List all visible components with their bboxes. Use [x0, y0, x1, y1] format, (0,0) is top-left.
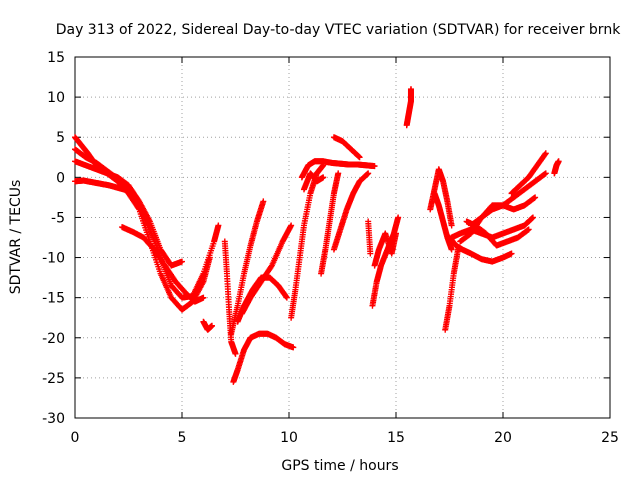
- x-tick-label: 15: [387, 430, 405, 446]
- data-point: [407, 86, 414, 93]
- data-point: [448, 246, 455, 253]
- data-point: [320, 174, 327, 181]
- data-point: [356, 154, 363, 161]
- y-tick-label: -30: [42, 411, 65, 427]
- series-arc-29: [508, 150, 549, 197]
- plot-frame: [74, 56, 611, 419]
- data-point: [508, 250, 515, 257]
- axis-ticks: 0 5 10 15 20 25 -30 -25 -20 -15 -10 -5 0 5 10 15: [42, 50, 619, 446]
- y-axis-label: SDTVAR / TECUs: [8, 180, 24, 295]
- x-tick-label: 25: [601, 430, 619, 446]
- series-arc-16: [330, 134, 363, 161]
- data-point: [448, 222, 455, 229]
- series-arc-8: [230, 330, 297, 385]
- data-point: [365, 170, 372, 177]
- data-point: [367, 250, 374, 257]
- data-point: [260, 198, 267, 205]
- data-point: [288, 222, 295, 229]
- y-tick-label: -10: [42, 251, 65, 267]
- data-point: [208, 322, 215, 329]
- data-point: [232, 350, 239, 357]
- data-point: [179, 258, 185, 265]
- series-arc-19: [371, 230, 399, 269]
- series-arc-18: [369, 214, 402, 309]
- y-tick-label: -15: [42, 291, 65, 307]
- series-arc-14: [318, 170, 342, 277]
- x-tick-label: 5: [178, 430, 187, 446]
- y-tick-label: 15: [47, 50, 65, 66]
- chart-title: Day 313 of 2022, Sidereal Day-to-day VTE…: [56, 22, 621, 38]
- series-arc-13: [298, 158, 378, 181]
- data-point: [393, 230, 399, 237]
- y-tick-label: 10: [47, 90, 65, 106]
- series-arc-12: [288, 162, 327, 321]
- x-tick-label: 0: [71, 430, 80, 446]
- data-point: [542, 170, 549, 177]
- data-point: [371, 163, 378, 170]
- data-point: [283, 294, 290, 301]
- series-arc-3: [72, 158, 185, 269]
- data-point: [532, 194, 539, 201]
- series-arc-30: [551, 158, 562, 177]
- series-arc-20: [365, 218, 374, 257]
- y-tick-label: -25: [42, 371, 65, 387]
- data-point: [525, 226, 532, 233]
- x-axis-label: GPS time / hours: [281, 458, 398, 474]
- series-arc-11: [238, 222, 295, 317]
- series-arc-28: [463, 218, 532, 249]
- data-point: [123, 187, 130, 194]
- series-arc-15: [330, 170, 372, 253]
- series-arc-6: [200, 318, 215, 333]
- series-arc-31: [431, 190, 455, 253]
- data-point: [542, 150, 549, 157]
- x-tick-label: 20: [494, 430, 512, 446]
- y-tick-label: 0: [56, 170, 65, 186]
- data-point: [529, 214, 536, 221]
- data-point: [200, 294, 207, 301]
- series-arc-17: [300, 170, 327, 193]
- data-point: [395, 214, 402, 221]
- data-point: [215, 222, 222, 229]
- series-arc-4: [72, 177, 130, 194]
- series-arc-21: [403, 86, 414, 129]
- y-tick-label: -20: [42, 331, 65, 347]
- data-point: [335, 170, 342, 177]
- x-tick-label: 10: [280, 430, 298, 446]
- series-arc-23: [442, 246, 462, 333]
- data-points: [72, 86, 562, 385]
- series-arc-7: [221, 238, 239, 357]
- data-point: [290, 344, 297, 351]
- data-point: [555, 158, 562, 165]
- y-tick-label: -5: [51, 210, 65, 226]
- series-arc-5: [119, 224, 207, 305]
- y-tick-label: 5: [56, 130, 65, 146]
- series-arc-10: [228, 198, 267, 337]
